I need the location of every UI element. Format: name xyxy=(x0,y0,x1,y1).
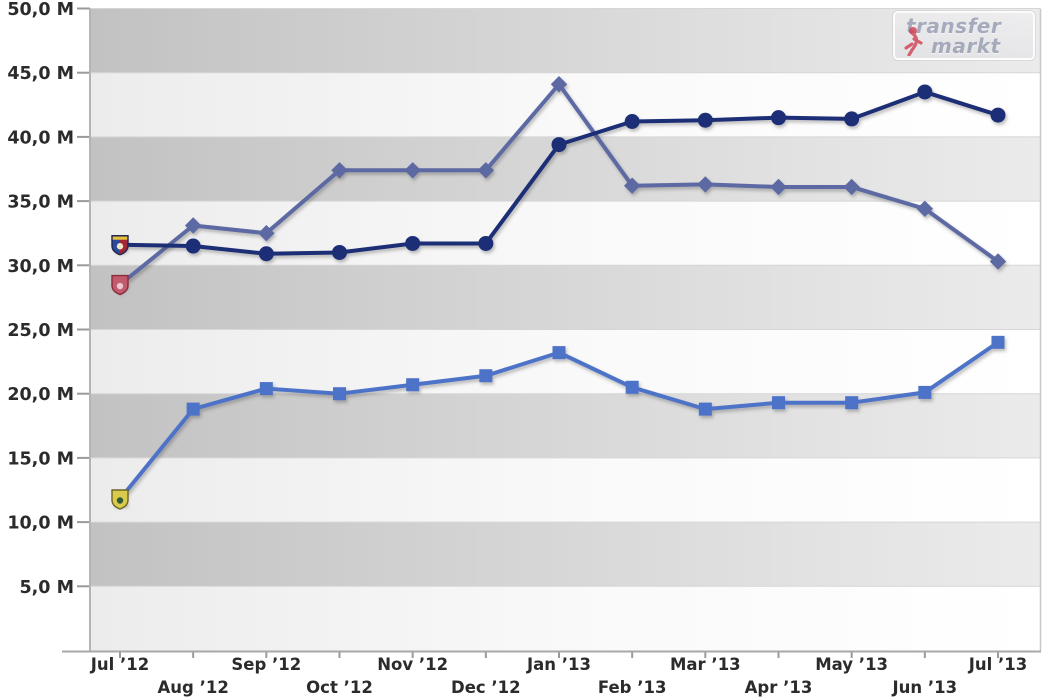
data-point-marker[interactable] xyxy=(844,111,860,127)
data-point-marker[interactable] xyxy=(697,112,713,128)
data-point-marker[interactable] xyxy=(185,238,201,254)
data-point-marker[interactable] xyxy=(259,382,273,396)
y-axis-label: 35,0 M xyxy=(7,193,74,213)
data-point-marker[interactable] xyxy=(331,162,348,179)
data-point-marker[interactable] xyxy=(624,113,640,129)
data-point-marker[interactable] xyxy=(333,387,346,401)
data-point-marker[interactable] xyxy=(404,162,421,179)
y-axis-label: 5,0 M xyxy=(19,578,74,598)
data-point-marker[interactable] xyxy=(771,110,786,126)
x-axis-label: Feb ’13 xyxy=(598,678,667,697)
x-axis-label: Mar ’13 xyxy=(670,655,741,674)
data-point-marker[interactable] xyxy=(477,162,495,179)
data-point-marker[interactable] xyxy=(552,346,566,360)
data-point-marker[interactable] xyxy=(550,76,568,93)
data-point-marker[interactable] xyxy=(258,246,274,262)
chart-band xyxy=(90,265,1040,330)
y-axis-label: 10,0 M xyxy=(7,514,74,534)
chart-band xyxy=(90,522,1040,587)
chart-band xyxy=(90,586,1040,651)
data-point-marker[interactable] xyxy=(917,84,933,100)
x-axis-label: Jul ’12 xyxy=(90,655,150,674)
data-point-marker[interactable] xyxy=(623,177,641,194)
y-axis-label: 40,0 M xyxy=(7,128,74,148)
chart-band xyxy=(90,393,1040,458)
data-point-marker[interactable] xyxy=(843,178,860,196)
club-crest-3-icon xyxy=(111,235,129,256)
data-point-marker[interactable] xyxy=(918,385,932,399)
x-axis-label: Jun ’13 xyxy=(892,678,958,697)
data-point-marker[interactable] xyxy=(990,107,1006,123)
club-crest-1-icon xyxy=(111,274,129,296)
y-axis-label: 15,0 M xyxy=(7,449,74,469)
x-axis-label: Sep ’12 xyxy=(231,655,301,674)
data-point-marker[interactable] xyxy=(991,335,1005,349)
chart-band xyxy=(90,457,1040,523)
transfermarkt-logo: transfer markt xyxy=(893,11,1035,60)
logo-text-transfer: transfer xyxy=(906,14,1002,38)
x-axis-label: Nov ’12 xyxy=(377,655,448,674)
data-point-marker[interactable] xyxy=(772,396,785,410)
data-point-marker[interactable] xyxy=(845,396,859,410)
x-axis-label: Jan ’13 xyxy=(526,655,591,674)
x-axis-label: Aug ’12 xyxy=(158,678,229,697)
data-point-marker[interactable] xyxy=(625,380,639,394)
logo-player-icon xyxy=(904,27,923,56)
x-axis-label: Apr ’13 xyxy=(745,678,813,697)
x-axis-label: Dec ’12 xyxy=(451,678,521,697)
data-point-marker[interactable] xyxy=(405,235,421,251)
data-point-marker[interactable] xyxy=(698,402,712,416)
logo-text-markt: markt xyxy=(931,34,1001,58)
chart-band xyxy=(90,329,1040,394)
x-axis-label: Jul ’13 xyxy=(968,655,1028,674)
y-axis-label: 50,0 M xyxy=(7,0,74,20)
x-axis-label: May ’13 xyxy=(815,655,888,674)
y-axis-label: 25,0 M xyxy=(7,321,74,341)
chart-band xyxy=(90,8,1040,73)
data-point-marker[interactable] xyxy=(332,244,347,260)
chart-band xyxy=(90,201,1040,266)
data-point-marker[interactable] xyxy=(184,217,202,234)
data-point-marker[interactable] xyxy=(258,224,275,242)
y-axis-label: 20,0 M xyxy=(7,385,74,405)
data-point-marker[interactable] xyxy=(478,235,494,251)
data-point-marker[interactable] xyxy=(551,137,567,153)
x-axis-label: Oct ’12 xyxy=(306,678,373,697)
club-crest-2-icon xyxy=(111,489,129,510)
y-axis-label: 30,0 M xyxy=(7,257,74,277)
data-point-marker[interactable] xyxy=(406,378,420,392)
y-axis-label: 45,0 M xyxy=(7,64,74,84)
data-point-marker[interactable] xyxy=(479,369,493,383)
data-point-marker[interactable] xyxy=(186,402,200,416)
